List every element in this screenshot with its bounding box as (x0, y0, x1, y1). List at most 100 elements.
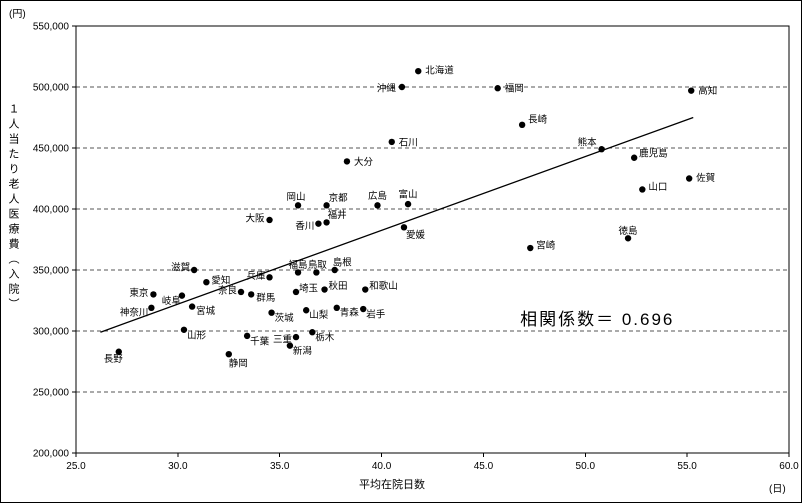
data-point (374, 202, 381, 209)
x-tick-label: 55.0 (677, 461, 697, 472)
data-point (688, 87, 695, 94)
data-point-label: 群馬 (256, 292, 275, 304)
data-point (266, 216, 273, 224)
data-point (309, 329, 316, 336)
data-point (527, 244, 534, 252)
data-point (180, 326, 188, 333)
data-point (639, 186, 646, 193)
y-tick-label: 550,000 (33, 22, 70, 33)
data-point (313, 269, 320, 276)
x-tick-label: 45.0 (474, 461, 494, 472)
data-point-label: 長野 (104, 354, 124, 365)
data-point-label: 山口 (648, 182, 667, 193)
data-point-label: 北海道 (425, 65, 454, 77)
data-point-label: 京都 (329, 192, 349, 204)
data-point-label: 山形 (187, 329, 207, 341)
x-tick-label: 60.0 (779, 461, 799, 472)
data-point (323, 219, 330, 226)
data-point (624, 235, 632, 242)
x-tick-label: 25.0 (66, 461, 86, 472)
data-point (362, 286, 369, 293)
data-point-label: 熊本 (578, 137, 598, 149)
data-point-label: 栃木 (315, 332, 335, 344)
data-point (148, 304, 155, 312)
data-point (243, 332, 251, 340)
data-point (178, 292, 186, 299)
data-point-label: 福井 (328, 209, 347, 221)
data-point (323, 202, 330, 209)
data-point (294, 202, 302, 209)
data-point-label: 大阪 (246, 212, 266, 224)
data-point (294, 269, 302, 276)
data-point (302, 307, 310, 314)
x-axis-title: 平均在院日数 (359, 479, 425, 491)
data-point (225, 350, 232, 358)
data-point-label: 奈良 (218, 284, 238, 296)
data-point (494, 85, 501, 92)
data-point (598, 146, 605, 153)
data-point-label: 佐賀 (696, 172, 715, 184)
data-point-label: 広島 (368, 190, 387, 202)
data-point-label: 岩手 (366, 309, 386, 321)
data-point (360, 305, 367, 313)
data-point (518, 121, 526, 129)
data-point (333, 304, 340, 312)
data-point-label: 東京 (129, 287, 148, 299)
data-point-label: 富山 (399, 189, 418, 201)
y-tick-label: 200,000 (33, 449, 70, 460)
data-point (398, 83, 406, 91)
data-point-label: 沖縄 (377, 83, 397, 95)
data-point (247, 291, 255, 298)
data-point-label: 大分 (354, 156, 374, 168)
y-tick-label: 300,000 (33, 327, 70, 338)
data-point-label: 宮崎 (536, 240, 556, 252)
data-point-label: 山梨 (309, 309, 329, 321)
plot-border (75, 25, 790, 454)
y-axis-title: １人当たり老人医療費（入院） (7, 103, 19, 313)
data-point-label: 福島 (289, 259, 308, 271)
data-point (266, 274, 273, 281)
data-point-label: 徳島 (619, 225, 638, 237)
data-point (286, 342, 294, 349)
data-point (343, 158, 351, 165)
y-tick-label: 250,000 (33, 388, 70, 399)
data-point (321, 286, 328, 293)
data-point-label: 埼玉 (299, 282, 319, 294)
data-point (315, 220, 322, 227)
x-tick-label: 35.0 (270, 461, 290, 472)
data-point-label: 鹿児島 (639, 147, 668, 159)
data-point-label: 島根 (333, 257, 353, 269)
data-point (188, 303, 196, 310)
data-point (292, 288, 300, 296)
data-point-label: 青森 (340, 306, 360, 318)
data-point-label: 岡山 (287, 192, 306, 203)
data-point-label: 鳥取 (308, 259, 328, 271)
data-point (203, 279, 210, 286)
y-tick-label: 450,000 (33, 144, 70, 155)
data-point-label: 兵庫 (247, 270, 267, 282)
data-point (400, 224, 408, 231)
data-point-label: 岐阜 (162, 295, 181, 307)
x-tick-label: 50.0 (576, 461, 596, 472)
data-point-label: 茨城 (275, 312, 295, 324)
y-axis-unit-label: (円) (9, 9, 26, 20)
data-point-label: 神奈川 (120, 306, 149, 318)
data-point (268, 309, 275, 316)
data-point-label: 高知 (698, 85, 717, 97)
data-point-label: 三重 (273, 334, 293, 346)
y-tick-label: 400,000 (33, 205, 70, 216)
data-point (331, 266, 338, 274)
data-point (150, 291, 157, 298)
correlation-annotation: 相関係数＝ 0.696 (520, 310, 675, 330)
y-tick-label: 500,000 (33, 83, 70, 94)
x-tick-label: 30.0 (168, 461, 188, 472)
data-point-label: 和歌山 (369, 280, 398, 292)
data-point-label: 静岡 (229, 358, 248, 370)
data-point-label: 千葉 (250, 335, 270, 347)
data-point-label: 愛媛 (406, 229, 426, 241)
x-tick-label: 40.0 (372, 461, 392, 472)
data-point-label: 福岡 (505, 83, 524, 95)
data-point (388, 138, 395, 146)
